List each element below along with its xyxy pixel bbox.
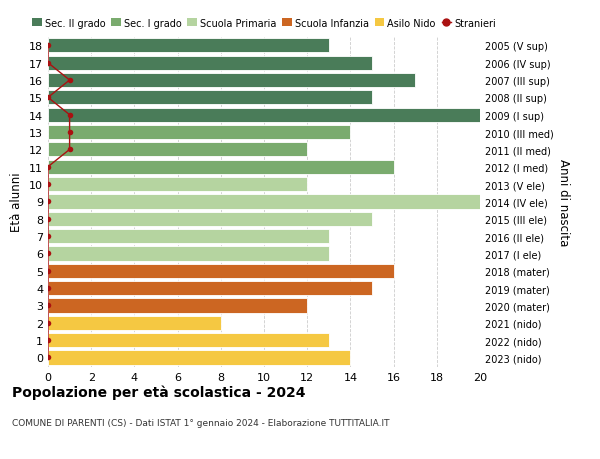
Bar bbox=[48, 247, 329, 261]
Point bbox=[43, 268, 53, 275]
Bar bbox=[48, 108, 480, 123]
Bar bbox=[48, 316, 221, 330]
Point bbox=[65, 146, 74, 154]
Point bbox=[43, 354, 53, 361]
Bar bbox=[48, 56, 372, 71]
Point bbox=[43, 250, 53, 257]
Bar bbox=[48, 299, 307, 313]
Bar bbox=[48, 212, 372, 226]
Point bbox=[43, 181, 53, 188]
Point bbox=[65, 112, 74, 119]
Point bbox=[43, 95, 53, 102]
Bar bbox=[48, 264, 394, 278]
Text: COMUNE DI PARENTI (CS) - Dati ISTAT 1° gennaio 2024 - Elaborazione TUTTITALIA.IT: COMUNE DI PARENTI (CS) - Dati ISTAT 1° g… bbox=[12, 418, 389, 427]
Point bbox=[65, 77, 74, 84]
Point bbox=[43, 164, 53, 171]
Point bbox=[43, 285, 53, 292]
Bar bbox=[48, 230, 329, 244]
Point bbox=[43, 60, 53, 67]
Point bbox=[43, 337, 53, 344]
Point bbox=[65, 129, 74, 136]
Bar bbox=[48, 74, 415, 88]
Bar bbox=[48, 143, 307, 157]
Y-axis label: Anni di nascita: Anni di nascita bbox=[557, 158, 570, 246]
Point bbox=[43, 198, 53, 206]
Bar bbox=[48, 91, 372, 105]
Legend: Sec. II grado, Sec. I grado, Scuola Primaria, Scuola Infanzia, Asilo Nido, Stran: Sec. II grado, Sec. I grado, Scuola Prim… bbox=[32, 18, 496, 28]
Point bbox=[43, 233, 53, 240]
Point bbox=[43, 216, 53, 223]
Point bbox=[43, 302, 53, 309]
Point bbox=[43, 319, 53, 327]
Bar bbox=[48, 281, 372, 296]
Point bbox=[43, 43, 53, 50]
Bar bbox=[48, 178, 307, 192]
Bar bbox=[48, 195, 480, 209]
Bar bbox=[48, 351, 350, 365]
Bar bbox=[48, 333, 329, 347]
Bar bbox=[48, 39, 329, 53]
Bar bbox=[48, 160, 394, 174]
Y-axis label: Età alunni: Età alunni bbox=[10, 172, 23, 232]
Text: Popolazione per età scolastica - 2024: Popolazione per età scolastica - 2024 bbox=[12, 385, 305, 399]
Bar bbox=[48, 126, 350, 140]
